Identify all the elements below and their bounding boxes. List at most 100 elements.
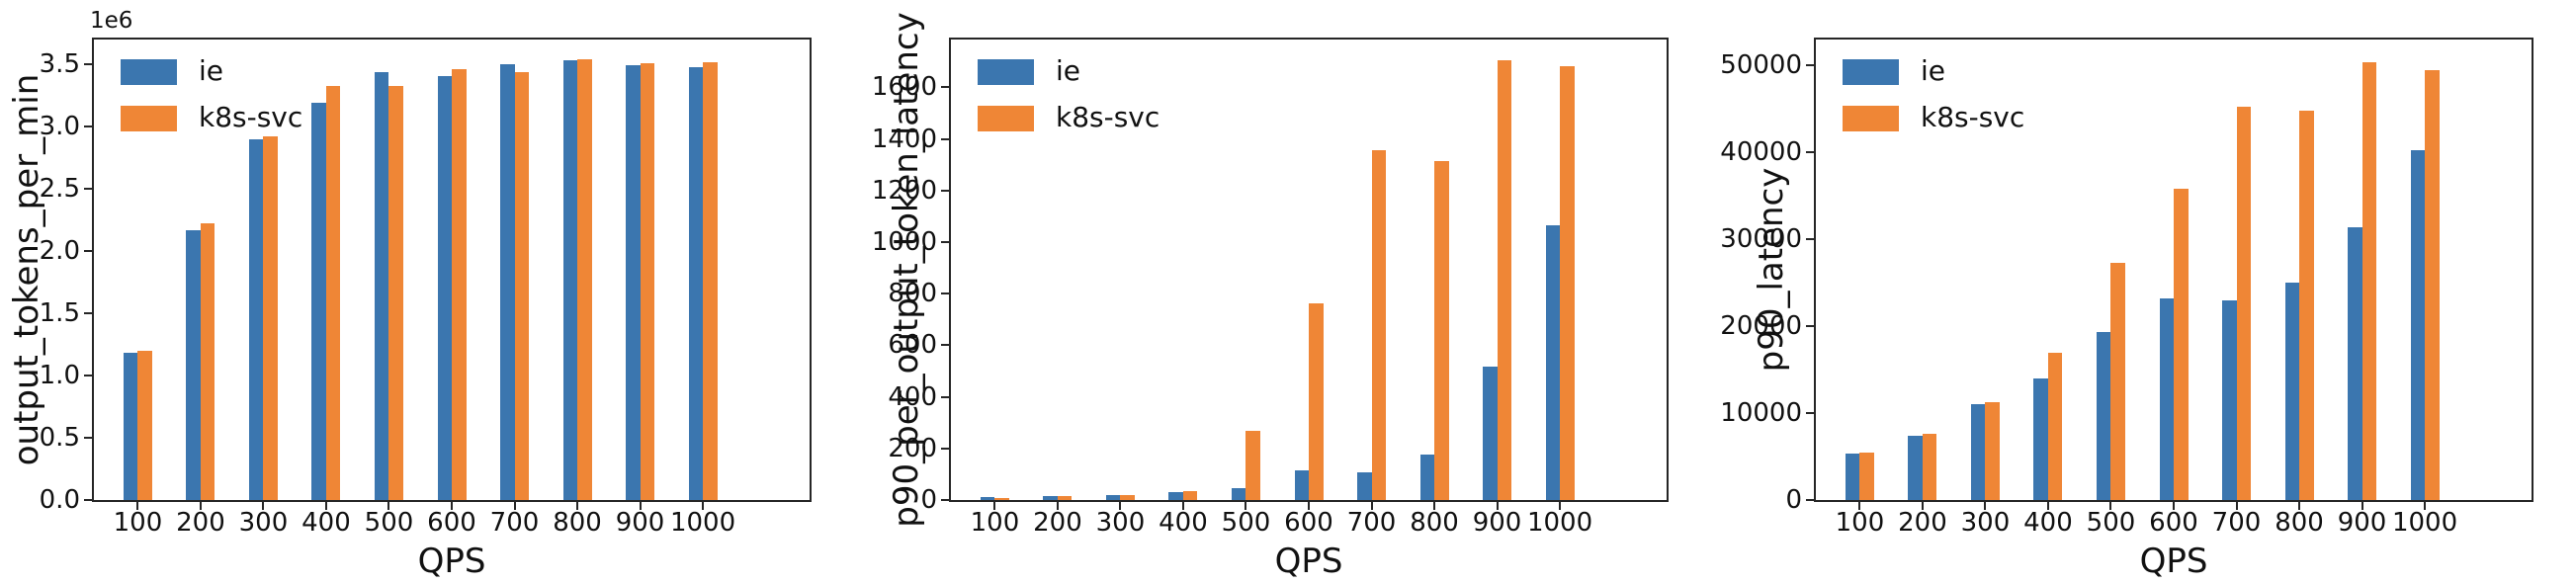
bar-k8s-svc-qps-700	[2236, 106, 2251, 500]
x-tick-mark	[262, 502, 265, 510]
bar-ie-qps-800	[2284, 283, 2300, 500]
x-tick-mark	[1858, 502, 1861, 510]
bar-ie-qps-600	[1294, 469, 1309, 500]
legend-label: ie	[1056, 54, 1081, 87]
x-tick-mark	[1245, 502, 1247, 510]
bar-ie-qps-400	[2033, 377, 2048, 500]
bar-ie-qps-200	[186, 229, 201, 500]
y-tick-label: 2.5	[39, 174, 80, 205]
bar-k8s-svc-qps-100	[994, 497, 1009, 500]
bar-ie-qps-200	[1908, 435, 1923, 500]
y-tick-label: 1200	[871, 175, 937, 206]
bar-k8s-svc-qps-600	[2174, 189, 2189, 500]
y-tick-mark	[84, 312, 92, 315]
y-tick-mark	[941, 447, 949, 450]
x-tick-mark	[2298, 502, 2301, 510]
bar-ie-qps-1000	[688, 66, 704, 500]
x-tick-mark	[1308, 502, 1310, 510]
bar-k8s-svc-qps-500	[1245, 431, 1260, 500]
bar-ie-qps-700	[2222, 299, 2237, 500]
x-tick-label: 800	[1410, 508, 1459, 538]
legend-label: k8s-svc	[1056, 101, 1160, 133]
legend-label: k8s-svc	[1921, 101, 2025, 133]
bar-ie-qps-900	[2348, 226, 2362, 500]
bar-k8s-svc-qps-300	[1985, 402, 2000, 500]
x-tick-mark	[2361, 502, 2363, 510]
y-axis-label: p90_latency	[1752, 167, 1791, 373]
y-tick-mark	[941, 86, 949, 89]
bar-k8s-svc-qps-400	[2047, 353, 2063, 500]
legend-swatch-ie	[1843, 59, 1899, 85]
bar-ie-qps-400	[1168, 492, 1183, 500]
x-tick-label: 600	[2149, 508, 2198, 538]
x-tick-label: 700	[1346, 508, 1397, 538]
x-tick-label: 600	[427, 508, 476, 538]
x-tick-label: 1000	[1526, 508, 1593, 538]
x-tick-mark	[387, 502, 390, 510]
bar-ie-qps-800	[1419, 455, 1435, 500]
x-tick-label: 400	[1159, 508, 1208, 538]
legend-swatch-ie	[978, 59, 1034, 85]
bar-k8s-svc-qps-800	[577, 59, 592, 500]
x-tick-mark	[324, 502, 327, 510]
x-tick-mark	[1921, 502, 1924, 510]
y-tick-label: 0.5	[39, 423, 80, 454]
bar-k8s-svc-qps-600	[1309, 302, 1324, 500]
bar-ie-qps-400	[311, 103, 326, 500]
x-tick-mark	[2109, 502, 2112, 510]
bar-k8s-svc-qps-400	[325, 85, 341, 500]
bar-ie-qps-700	[500, 64, 515, 500]
x-tick-mark	[1984, 502, 1987, 510]
x-tick-label: 800	[2275, 508, 2324, 538]
plot-p90-latency: p90_latency QPS 0 10000 20000 30000 40000 500…	[1720, 38, 2533, 581]
bar-ie-qps-800	[562, 60, 578, 500]
bar-k8s-svc-qps-300	[1120, 494, 1135, 500]
x-tick-mark	[993, 502, 996, 510]
y-tick-label: 10000	[1720, 398, 1802, 429]
x-axis-label: QPS	[1274, 542, 1343, 581]
x-tick-mark	[2173, 502, 2175, 510]
y-tick-mark	[1806, 151, 1814, 154]
x-tick-label: 900	[2337, 508, 2387, 538]
x-tick-mark	[576, 502, 579, 510]
y-tick-label: 3.0	[39, 112, 80, 142]
legend-swatch-k8s-svc	[1843, 106, 1899, 131]
x-tick-mark	[136, 502, 139, 510]
y-tick-mark	[84, 437, 92, 440]
y-tick-label: 1000	[871, 226, 937, 257]
y-tick-label: 40000	[1720, 137, 1802, 168]
legend-label: ie	[1921, 54, 1946, 87]
x-tick-label: 100	[113, 508, 163, 538]
bar-k8s-svc-qps-500	[2110, 262, 2125, 500]
bar-ie-qps-200	[1043, 496, 1058, 500]
x-axis-label: QPS	[417, 542, 486, 581]
bar-k8s-svc-qps-200	[1922, 434, 1937, 500]
bar-ie-qps-100	[1845, 454, 1860, 500]
legend-label: k8s-svc	[199, 101, 303, 133]
x-tick-label: 1000	[669, 508, 736, 538]
y-tick-mark	[1806, 499, 1814, 501]
y-tick-mark	[941, 499, 949, 501]
y-tick-mark	[1806, 64, 1814, 67]
y-tick-mark	[84, 188, 92, 191]
y-tick-mark	[941, 395, 949, 398]
bar-k8s-svc-qps-200	[200, 223, 215, 500]
x-tick-mark	[702, 502, 705, 510]
x-tick-mark	[639, 502, 642, 510]
y-tick-label: 1.5	[39, 298, 80, 329]
bar-k8s-svc-qps-100	[137, 350, 152, 500]
y-tick-label: 800	[888, 279, 937, 309]
y-tick-label: 0.0	[39, 485, 80, 515]
bar-ie-qps-700	[1357, 472, 1372, 500]
y-axis-offset-label: 1e6	[90, 8, 133, 34]
x-tick-label: 100	[1835, 508, 1885, 538]
bar-ie-qps-100	[980, 497, 995, 500]
x-tick-label: 1000	[2391, 508, 2458, 538]
bar-ie-qps-900	[1483, 367, 1498, 500]
y-tick-mark	[1806, 412, 1814, 415]
y-tick-mark	[84, 499, 92, 501]
x-tick-label: 300	[238, 508, 289, 538]
y-tick-mark	[941, 137, 949, 140]
x-tick-label: 200	[1033, 508, 1082, 538]
